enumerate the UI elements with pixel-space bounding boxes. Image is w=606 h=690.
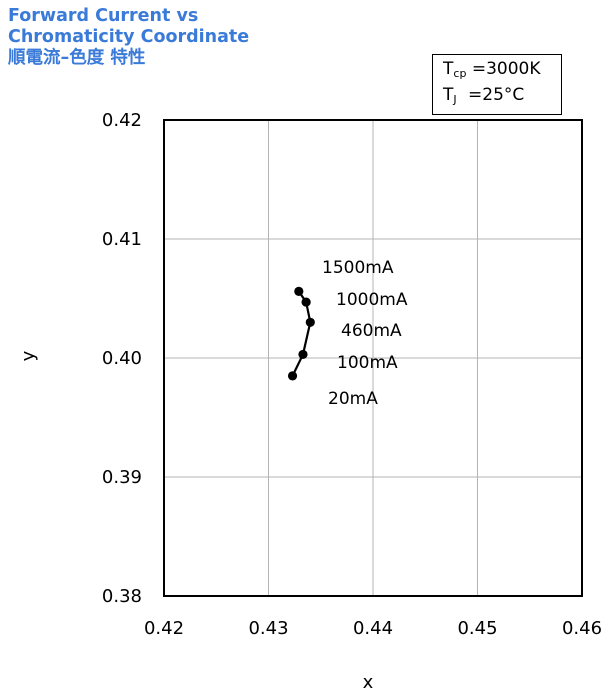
x-tick-label: 0.44: [353, 618, 393, 639]
x-tick-label: 0.46: [562, 618, 602, 639]
current-annotation: 100mA: [337, 353, 398, 373]
y-tick-label: 0.39: [102, 467, 142, 488]
y-tick-label: 0.42: [102, 110, 142, 131]
current-annotation: 1500mA: [322, 258, 394, 278]
data-point: [298, 349, 308, 360]
title-line-1: Forward Current vs: [8, 6, 199, 26]
plot-frame: [163, 119, 583, 597]
tj-value: =25°C: [468, 85, 525, 105]
data-point: [287, 371, 298, 381]
data-point: [305, 317, 315, 327]
x-axis-label: x: [363, 672, 374, 690]
data-point: [301, 297, 311, 307]
x-tick-label: 0.45: [457, 618, 497, 639]
y-tick-label: 0.38: [102, 586, 142, 607]
x-tick-label: 0.43: [248, 618, 288, 639]
condition-tj: TJ =25°C: [443, 85, 524, 106]
tcp-value: =3000K: [471, 59, 541, 79]
tj-subscript: J: [453, 93, 457, 106]
title-line-3: 順電流–色度 特性: [8, 48, 146, 68]
current-annotation: 1000mA: [336, 290, 408, 310]
chart-title: Forward Current vs Chromaticity Coordina…: [8, 6, 249, 69]
title-line-2: Chromaticity Coordinate: [8, 27, 250, 47]
y-tick-label: 0.40: [102, 348, 142, 369]
x-tick-label: 0.42: [144, 618, 184, 639]
conditions-box: Tcp =3000K TJ =25°C: [432, 54, 562, 115]
tj-symbol: T: [443, 85, 454, 105]
y-axis-label: y: [18, 350, 39, 361]
data-point: [294, 286, 304, 296]
tcp-subscript: cp: [453, 67, 467, 80]
tcp-symbol: T: [443, 59, 454, 79]
current-annotation: 20mA: [328, 389, 378, 409]
condition-tcp: Tcp =3000K: [443, 59, 540, 80]
y-tick-label: 0.41: [102, 229, 142, 250]
current-annotation: 460mA: [341, 321, 402, 341]
